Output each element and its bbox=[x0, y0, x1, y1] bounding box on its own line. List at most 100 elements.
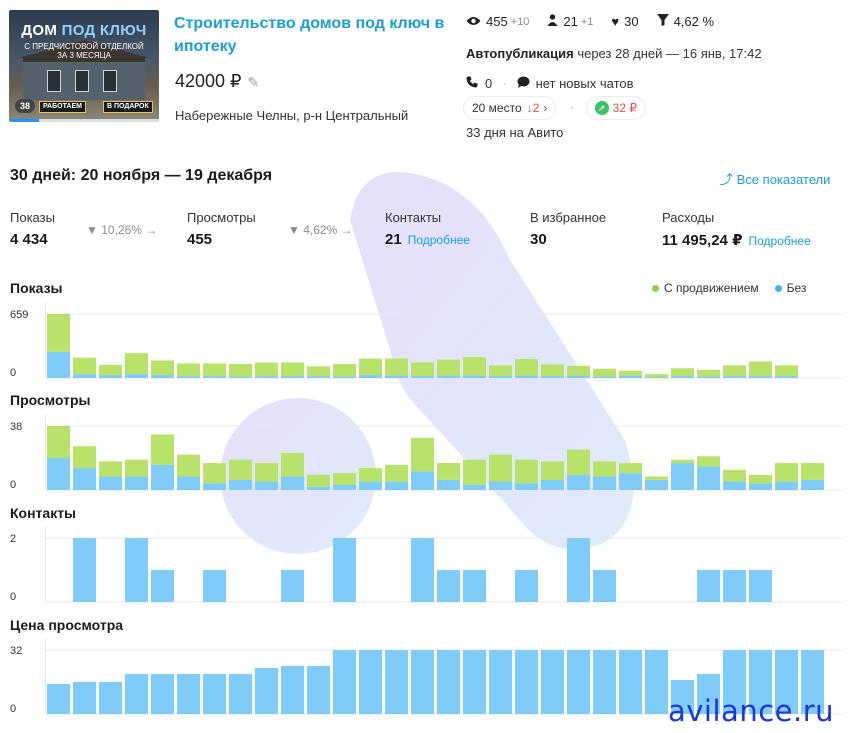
all-metrics-link[interactable]: ⤴ Все показатели bbox=[720, 172, 831, 187]
bar-promo[interactable] bbox=[723, 469, 746, 482]
contacts-details-link[interactable]: Подробнее bbox=[407, 233, 470, 247]
legend-item-base[interactable]: Без bbox=[774, 281, 806, 295]
bar-base[interactable] bbox=[151, 464, 174, 490]
bar-promo[interactable] bbox=[281, 362, 304, 377]
bar-promo[interactable] bbox=[359, 468, 382, 482]
bar-base[interactable] bbox=[749, 570, 772, 602]
bar-promo[interactable] bbox=[177, 363, 200, 377]
bar-promo[interactable] bbox=[515, 359, 538, 376]
bar-base[interactable] bbox=[359, 481, 382, 490]
listing-photo[interactable]: ДОМ ПОД КЛЮЧ С ПРЕДЧИСТОВОЙ ОТДЕЛКОЙ ЗА 3… bbox=[9, 10, 159, 122]
legend-item-promo[interactable]: С продвижением bbox=[652, 281, 759, 295]
bar-base[interactable] bbox=[73, 538, 96, 602]
listing-title[interactable]: Строительство домов под ключ в ипотеку bbox=[174, 15, 445, 55]
bar-base[interactable] bbox=[749, 650, 772, 714]
bar-base[interactable] bbox=[801, 650, 824, 714]
bar-promo[interactable] bbox=[281, 452, 304, 477]
bar-promo[interactable] bbox=[125, 459, 148, 477]
bar-promo[interactable] bbox=[463, 459, 486, 485]
bar-promo[interactable] bbox=[411, 437, 434, 472]
bar-base[interactable] bbox=[775, 650, 798, 714]
bar-promo[interactable] bbox=[593, 368, 616, 377]
autopublish-info[interactable]: Автопубликация через 28 дней — 16 янв, 1… bbox=[466, 46, 762, 61]
bar-promo[interactable] bbox=[749, 361, 772, 377]
bar-base[interactable] bbox=[697, 570, 720, 602]
bar-base[interactable] bbox=[411, 538, 434, 602]
bar-base[interactable] bbox=[463, 484, 486, 490]
bar-promo[interactable] bbox=[177, 454, 200, 477]
bar-base[interactable] bbox=[307, 376, 330, 378]
bar-promo[interactable] bbox=[775, 463, 798, 482]
bar-base[interactable] bbox=[73, 374, 96, 378]
bar-promo[interactable] bbox=[333, 363, 356, 377]
bar-base[interactable] bbox=[307, 666, 330, 714]
bar-base[interactable] bbox=[99, 375, 122, 378]
bar-promo[interactable] bbox=[515, 459, 538, 484]
bar-base[interactable] bbox=[385, 650, 408, 714]
bar-promo[interactable] bbox=[203, 363, 226, 377]
bar-promo[interactable] bbox=[775, 365, 798, 377]
bar-base[interactable] bbox=[177, 476, 200, 490]
bar-base[interactable] bbox=[411, 471, 434, 490]
bar-base[interactable] bbox=[255, 668, 278, 714]
views-chart[interactable]: 38 0 bbox=[0, 414, 856, 494]
chats-status[interactable]: нет новых чатов bbox=[535, 76, 634, 91]
bar-base[interactable] bbox=[541, 650, 564, 714]
bar-base[interactable] bbox=[515, 570, 538, 602]
bar-base[interactable] bbox=[723, 650, 746, 714]
bar-promo[interactable] bbox=[47, 426, 70, 458]
bar-promo[interactable] bbox=[229, 363, 252, 377]
bar-base[interactable] bbox=[775, 376, 798, 378]
bar-promo[interactable] bbox=[411, 362, 434, 377]
bar-base[interactable] bbox=[723, 376, 746, 378]
bar-base[interactable] bbox=[567, 474, 590, 490]
bar-promo[interactable] bbox=[151, 360, 174, 376]
bar-promo[interactable] bbox=[255, 362, 278, 377]
bar-base[interactable] bbox=[723, 570, 746, 602]
bar-base[interactable] bbox=[619, 473, 642, 490]
bar-base[interactable] bbox=[151, 570, 174, 602]
view-cost-chart[interactable]: 32 0 bbox=[0, 638, 856, 718]
bar-base[interactable] bbox=[619, 650, 642, 714]
bar-base[interactable] bbox=[177, 376, 200, 378]
bar-base[interactable] bbox=[385, 375, 408, 378]
bar-base[interactable] bbox=[333, 376, 356, 378]
bar-base[interactable] bbox=[437, 570, 460, 602]
bar-base[interactable] bbox=[541, 479, 564, 490]
bar-base[interactable] bbox=[229, 376, 252, 378]
bar-base[interactable] bbox=[281, 666, 304, 714]
bar-base[interactable] bbox=[541, 376, 564, 378]
bar-base[interactable] bbox=[567, 538, 590, 602]
bar-base[interactable] bbox=[437, 650, 460, 714]
bar-promo[interactable] bbox=[489, 365, 512, 377]
bar-base[interactable] bbox=[73, 468, 96, 490]
bar-base[interactable] bbox=[359, 375, 382, 378]
rank-chip[interactable]: 20 место ↓ 2 › bbox=[464, 97, 556, 119]
bar-base[interactable] bbox=[567, 650, 590, 714]
bar-promo[interactable] bbox=[47, 314, 70, 352]
bar-base[interactable] bbox=[151, 375, 174, 378]
bar-promo[interactable] bbox=[671, 459, 694, 464]
bar-base[interactable] bbox=[567, 375, 590, 378]
bar-base[interactable] bbox=[73, 682, 96, 714]
bar-base[interactable] bbox=[47, 458, 70, 490]
bar-base[interactable] bbox=[229, 479, 252, 490]
spend-details-link[interactable]: Подробнее bbox=[748, 234, 811, 248]
bar-base[interactable] bbox=[255, 481, 278, 490]
bar-base[interactable] bbox=[749, 483, 772, 490]
bar-promo[interactable] bbox=[437, 359, 460, 376]
bar-promo[interactable] bbox=[619, 370, 642, 376]
bar-base[interactable] bbox=[125, 374, 148, 378]
promo-chip[interactable]: ➚ 32 ₽ bbox=[586, 97, 645, 119]
bar-base[interactable] bbox=[463, 650, 486, 714]
shows-chart[interactable]: 659 0 bbox=[0, 302, 856, 382]
bar-promo[interactable] bbox=[99, 461, 122, 477]
bar-promo[interactable] bbox=[99, 364, 122, 376]
bar-base[interactable] bbox=[359, 650, 382, 714]
bar-promo[interactable] bbox=[359, 358, 382, 376]
bar-promo[interactable] bbox=[723, 365, 746, 377]
bar-base[interactable] bbox=[385, 481, 408, 490]
bar-base[interactable] bbox=[333, 484, 356, 490]
bar-base[interactable] bbox=[489, 650, 512, 714]
bar-base[interactable] bbox=[671, 376, 694, 378]
